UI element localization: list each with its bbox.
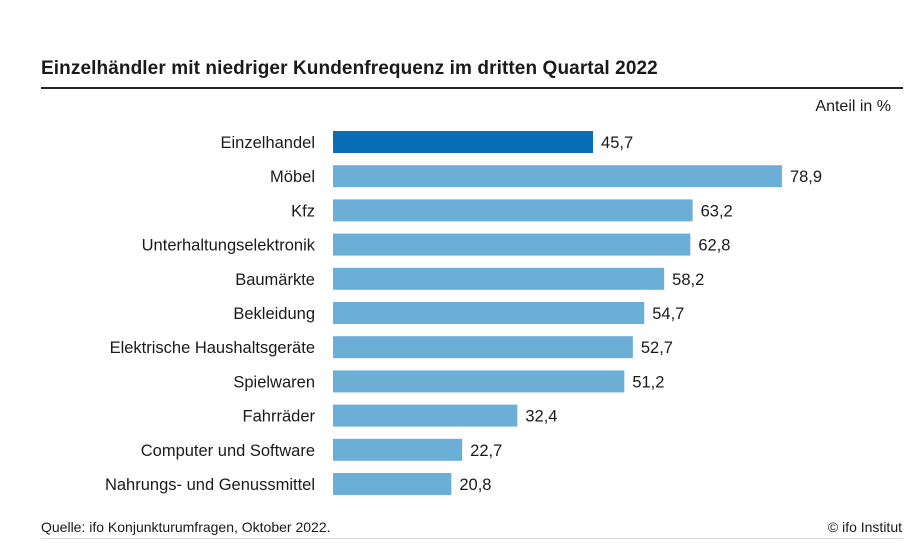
value-label: 20,8	[459, 476, 491, 494]
value-label: 78,9	[790, 168, 822, 186]
category-label: Bekleidung	[233, 305, 315, 323]
bottom-divider	[41, 538, 903, 539]
value-label: 58,2	[672, 271, 704, 289]
category-label: Fahrräder	[243, 408, 316, 426]
bar	[333, 302, 645, 324]
category-label: Spielwaren	[233, 373, 315, 391]
bar	[333, 370, 625, 393]
category-label: Baumärkte	[235, 271, 315, 289]
category-label: Unterhaltungselektronik	[142, 237, 316, 255]
category-label: Nahrungs- und Genussmittel	[105, 476, 315, 494]
value-label: 52,7	[641, 339, 673, 357]
value-label: 62,8	[698, 237, 730, 255]
value-label: 63,2	[701, 202, 733, 220]
unit-label: Anteil in %	[815, 98, 891, 115]
value-label: 32,4	[525, 408, 557, 426]
bar	[333, 438, 463, 461]
category-label: Möbel	[270, 168, 315, 186]
bar	[333, 473, 452, 495]
chart-title: Einzelhändler mit niedriger Kundenfreque…	[41, 58, 658, 79]
bar	[333, 199, 693, 222]
category-label: Einzelhandel	[221, 134, 316, 152]
value-label: 51,2	[632, 373, 664, 391]
bar	[333, 233, 691, 256]
value-label: 45,7	[601, 134, 633, 152]
copyright-note: © ifo Institut	[827, 519, 902, 535]
source-note: Quelle: ifo Konjunkturumfragen, Oktober …	[41, 519, 331, 535]
value-label: 22,7	[470, 442, 502, 460]
value-label: 54,7	[652, 305, 684, 323]
category-label: Computer und Software	[141, 442, 315, 460]
bar	[333, 336, 633, 359]
bar	[333, 165, 782, 188]
bar	[333, 131, 594, 153]
title-divider	[41, 87, 903, 89]
category-label: Elektrische Haushaltsgeräte	[110, 339, 315, 357]
bar	[333, 404, 518, 427]
bar	[333, 267, 665, 290]
category-label: Kfz	[291, 202, 315, 220]
